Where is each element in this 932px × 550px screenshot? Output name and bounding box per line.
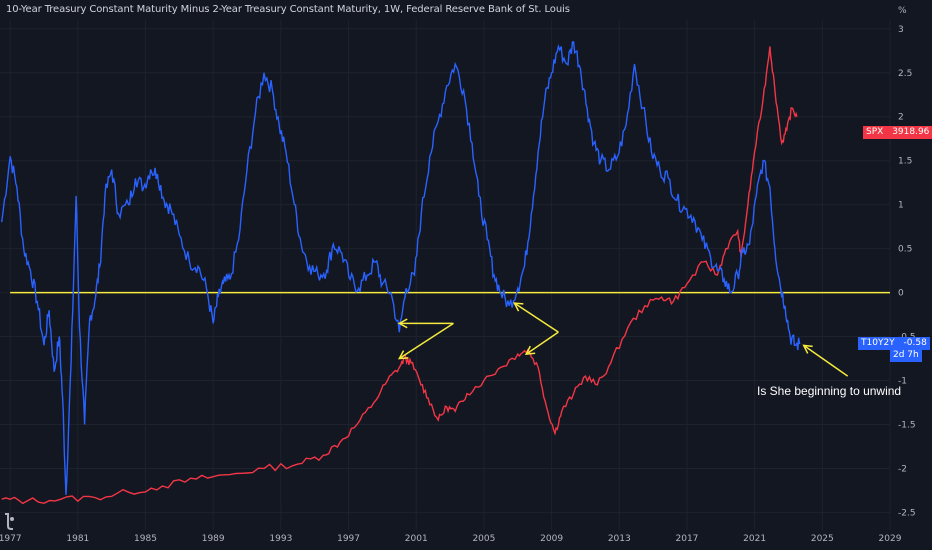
annotation-arrow-line (803, 344, 849, 377)
y-tick-label: 1.5 (898, 157, 912, 167)
t10y2y-series-line (1, 41, 801, 495)
y-tick-label: 3 (898, 25, 904, 35)
y-axis-unit: % (898, 6, 907, 16)
t10y2y-badge: T10Y2Y -0.58 (858, 337, 930, 350)
y-tick-label: 0.5 (898, 245, 912, 255)
annotation-arrow-line (513, 302, 559, 333)
x-tick-label: 2009 (540, 534, 563, 544)
x-tick-label: 2005 (472, 534, 495, 544)
y-tick-label: -2 (898, 464, 907, 474)
chart-title: 10-Year Treasury Constant Maturity Minus… (6, 4, 570, 15)
x-tick-label: 1985 (134, 534, 157, 544)
x-tick-label: 1981 (66, 534, 89, 544)
x-tick-label: 2025 (811, 534, 834, 544)
y-tick-label: 2 (898, 113, 904, 123)
annotation-arrows (397, 302, 849, 377)
y-tick-label: 2.5 (898, 69, 912, 79)
x-tick-label: 1989 (202, 534, 225, 544)
x-tick-label: 2001 (405, 534, 428, 544)
spx-badge-value: 3918.96 (892, 127, 930, 137)
y-tick-label: -1.5 (898, 420, 916, 430)
tradingview-logo-icon (5, 513, 14, 530)
x-tick-label: 1997 (337, 534, 360, 544)
x-tick-label: 2021 (743, 534, 766, 544)
annotation-text: Is She beginning to unwind (757, 384, 901, 398)
spx-series-line (1, 46, 798, 505)
t10y2y-badge-name: T10Y2Y (861, 338, 895, 348)
t10y2y-badge-time: 2d 7h (890, 349, 922, 362)
annotation-arrow-head (524, 345, 536, 356)
y-tick-label: -2.5 (898, 508, 916, 518)
annotation-arrow-head (398, 350, 409, 360)
x-tick-label: 2013 (608, 534, 631, 544)
y-tick-label: -1 (898, 377, 907, 387)
annotation-arrow-line (398, 322, 454, 360)
annotation-arrow-head (397, 318, 408, 329)
t10y2y-badge-value: -0.58 (903, 338, 927, 348)
spx-badge-name: SPX (866, 127, 884, 137)
x-axis: 1977 1981 1985 1989 1993 1997 2001 2005 2009 2013… (0, 534, 902, 544)
annotation-arrow-line (525, 331, 559, 355)
annotation-arrow-head (513, 302, 524, 312)
y-tick-label: 1 (898, 201, 904, 211)
spx-badge: SPX 3918.96 (863, 126, 932, 139)
x-tick-label: 2029 (879, 534, 902, 544)
y-axis: 32.521.510.50-0.5-1-1.5-2-2.5 (898, 25, 916, 519)
x-tick-label: 1977 (0, 534, 22, 544)
annotation-arrow-head (802, 344, 813, 354)
x-tick-label: 2017 (676, 534, 699, 544)
x-tick-label: 1993 (269, 534, 292, 544)
y-tick-label: 0 (898, 289, 904, 299)
